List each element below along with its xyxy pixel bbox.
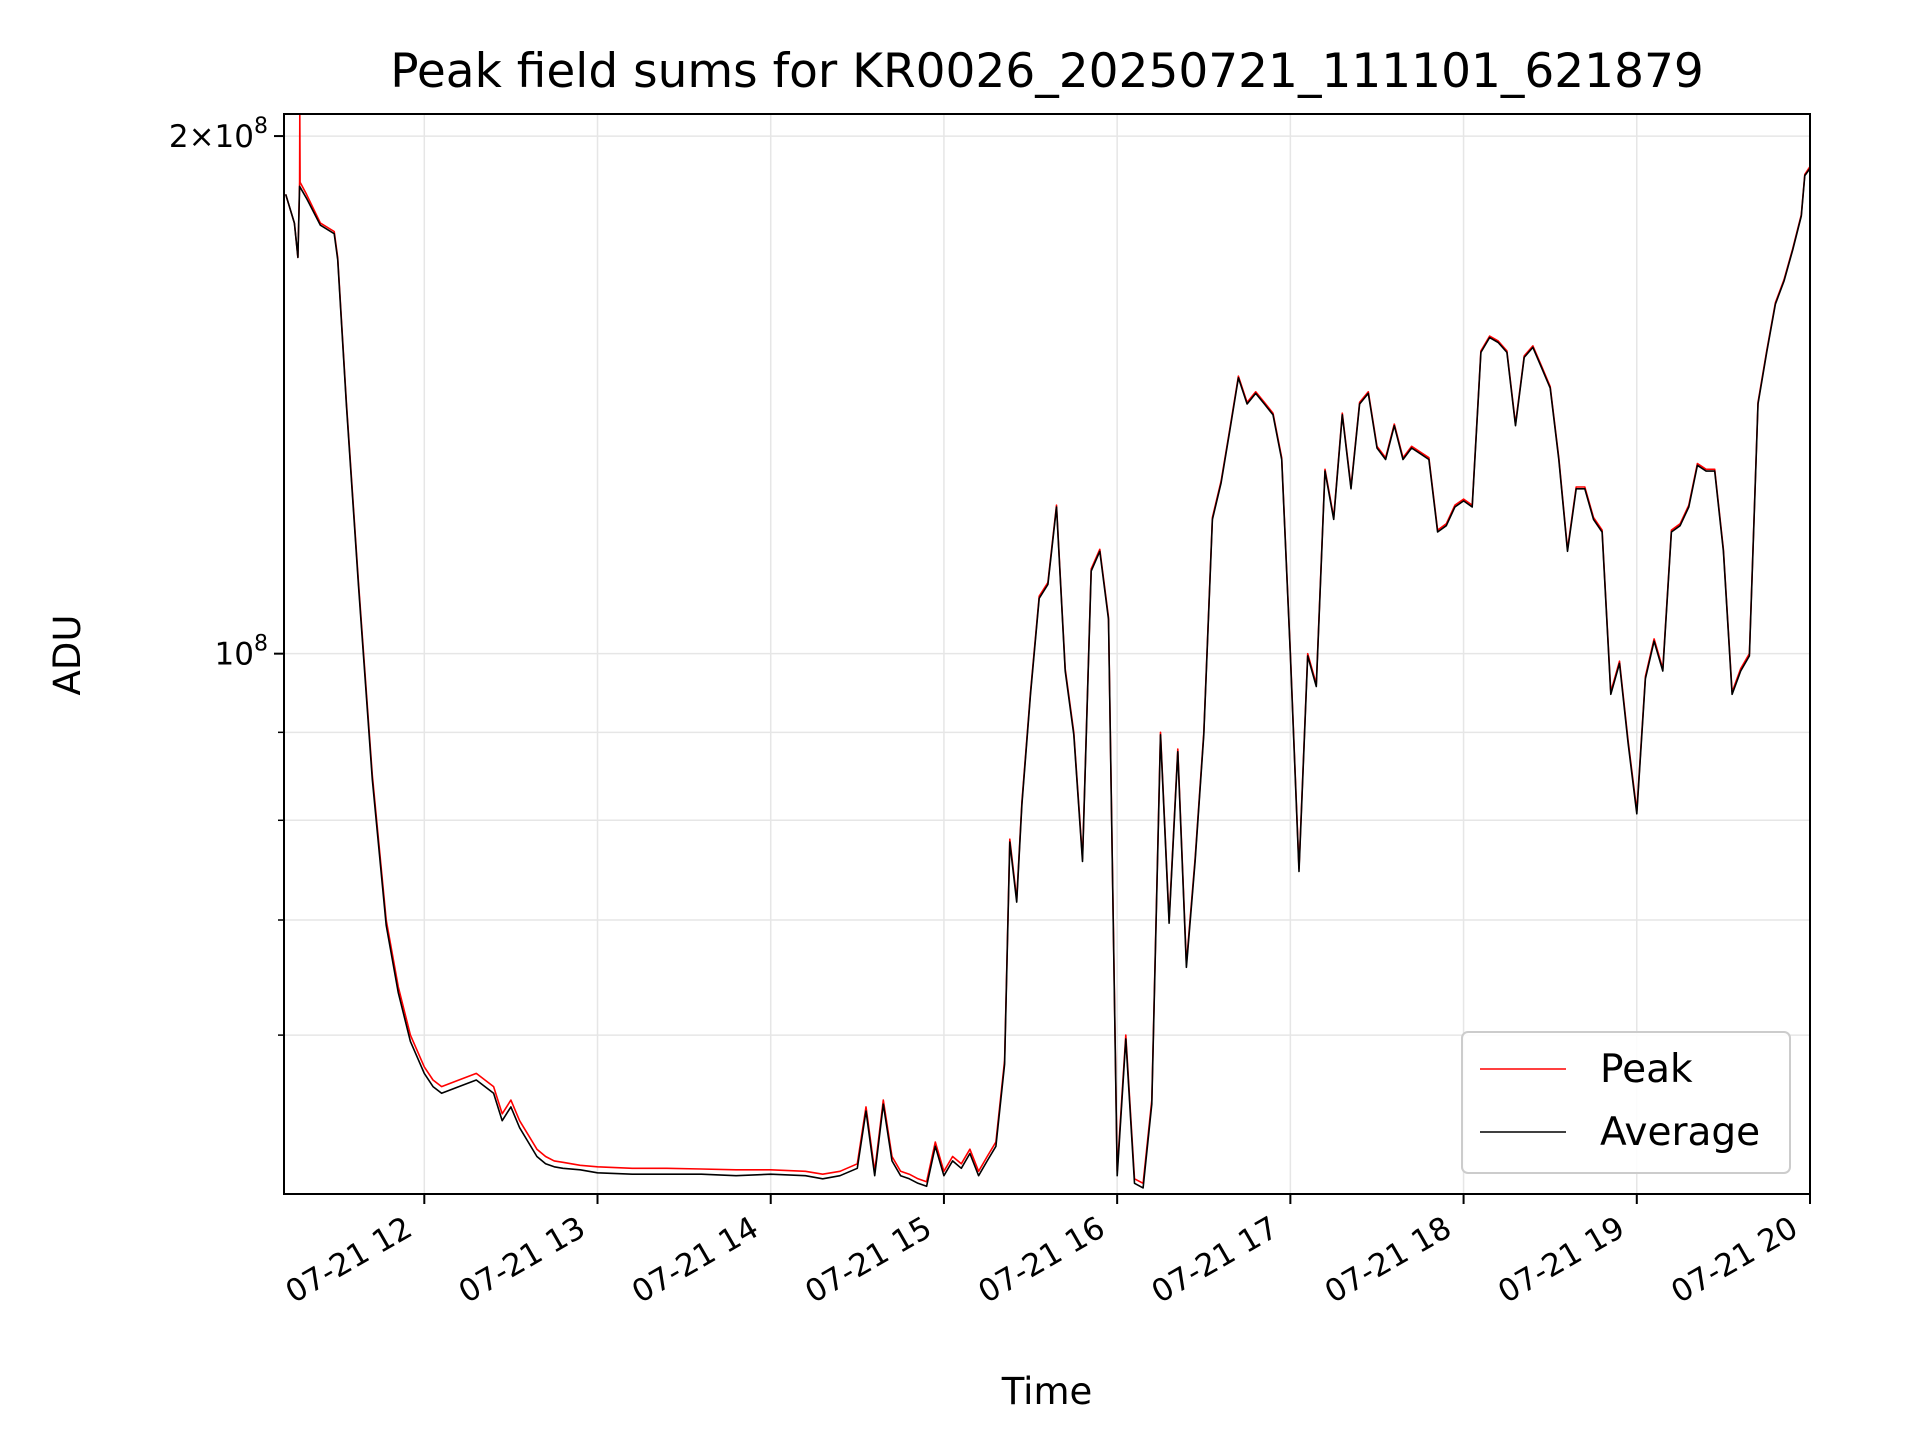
y-tick-exponent: 8: [254, 632, 268, 657]
legend-peak-label: Peak: [1600, 1047, 1693, 1092]
legend: Peak Average: [1461, 1031, 1791, 1174]
legend-average-label: Average: [1600, 1110, 1760, 1155]
chart-title: Peak field sums for KR0026_20250721_1111…: [390, 44, 1704, 99]
y-tick-base: 10: [215, 637, 254, 673]
series-line-peak: [284, 114, 1810, 1185]
y-tick-label: 108: [215, 632, 268, 673]
y-tick-label: 2×108: [169, 114, 268, 155]
series-lines: [284, 114, 1810, 1189]
series-line-average: [284, 168, 1810, 1189]
y-tick-exponent: 8: [254, 114, 268, 139]
y-tick-base: 2×10: [169, 119, 254, 155]
x-axis-label: Time: [1001, 1370, 1093, 1413]
y-axis-label: ADU: [46, 615, 89, 696]
legend-box: [1461, 1031, 1791, 1174]
